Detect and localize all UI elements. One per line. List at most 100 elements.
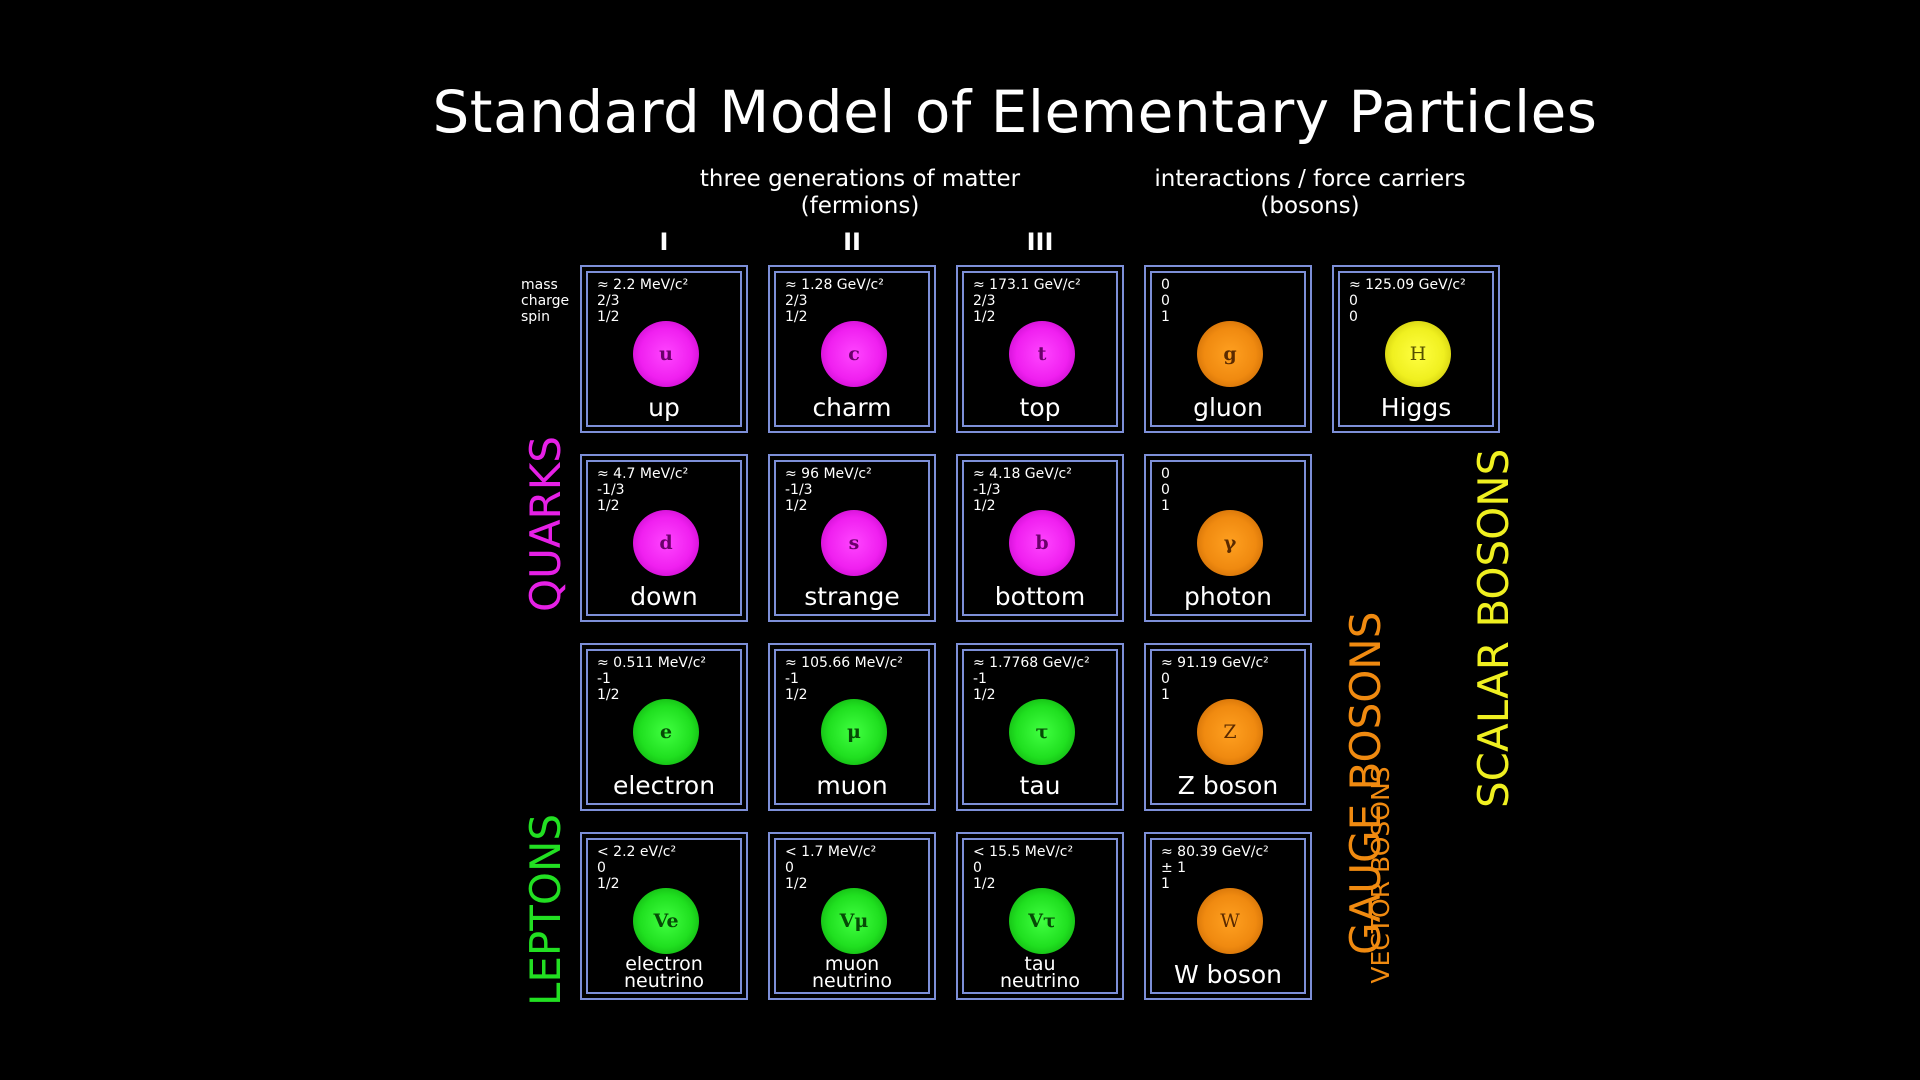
fermions-header-line2: (fermions) bbox=[800, 193, 920, 219]
particle-symbol: g bbox=[1197, 321, 1263, 387]
particle-symbol: Vμ bbox=[821, 888, 887, 954]
charge-value: 0 bbox=[1161, 482, 1170, 498]
fermions-header: three generations of matter (fermions) bbox=[660, 166, 1060, 220]
charge-value: -1 bbox=[973, 671, 987, 687]
particle-properties: ≈ 1.7768 GeV/c² -1 1/2 bbox=[973, 655, 1090, 703]
particle-cell-electron-neutrino: < 2.2 eV/c² 0 1/2 Ve electron neutrino bbox=[580, 832, 748, 1000]
charge-value: 0 bbox=[1161, 671, 1170, 687]
particle-properties: ≈ 105.66 MeV/c² -1 1/2 bbox=[785, 655, 903, 703]
particle-name: W boson bbox=[1174, 960, 1282, 989]
mass-value: ≈ 96 MeV/c² bbox=[785, 466, 872, 482]
spin-value: 1/2 bbox=[785, 876, 808, 892]
particle-cell-muon-neutrino: < 1.7 MeV/c² 0 1/2 Vμ muon neutrino bbox=[768, 832, 936, 1000]
spin-value: 1/2 bbox=[973, 687, 996, 703]
particle-cell-w-boson: ≈ 80.39 GeV/c² ± 1 1 W W boson bbox=[1144, 832, 1312, 1000]
mass-value: ≈ 125.09 GeV/c² bbox=[1349, 277, 1466, 293]
particle-name: tau bbox=[1019, 771, 1061, 800]
particle-properties: ≈ 4.7 MeV/c² -1/3 1/2 bbox=[597, 466, 688, 514]
mass-value: ≈ 1.28 GeV/c² bbox=[785, 277, 884, 293]
mass-value: ≈ 91.19 GeV/c² bbox=[1161, 655, 1269, 671]
spin-value: 1/2 bbox=[973, 876, 996, 892]
particle-properties: < 2.2 eV/c² 0 1/2 bbox=[597, 844, 676, 892]
particle-symbol: Ve bbox=[633, 888, 699, 954]
bosons-header-line2: (bosons) bbox=[1260, 193, 1360, 219]
particle-name: electron bbox=[612, 771, 716, 800]
spin-value: 1/2 bbox=[785, 309, 808, 325]
charge-value: -1 bbox=[785, 671, 799, 687]
particle-symbol: τ bbox=[1009, 699, 1075, 765]
mass-value: ≈ 105.66 MeV/c² bbox=[785, 655, 903, 671]
particle-symbol: Z bbox=[1197, 699, 1263, 765]
leptons-label: LEPTONS bbox=[521, 813, 570, 1007]
mass-value: 0 bbox=[1161, 277, 1170, 293]
particle-cell-top: ≈ 173.1 GeV/c² 2/3 1/2 t top bbox=[956, 265, 1124, 433]
charge-value: 0 bbox=[973, 860, 982, 876]
particle-cell-gluon: 0 0 1 g gluon bbox=[1144, 265, 1312, 433]
particle-properties: ≈ 125.09 GeV/c² 0 0 bbox=[1349, 277, 1466, 325]
bosons-header-line1: interactions / force carriers bbox=[1154, 166, 1466, 192]
particle-properties: ≈ 80.39 GeV/c² ± 1 1 bbox=[1161, 844, 1269, 892]
particle-cell-up: ≈ 2.2 MeV/c² 2/3 1/2 u up bbox=[580, 265, 748, 433]
spin-value: 1 bbox=[1161, 876, 1170, 892]
property-legend: mass charge spin bbox=[521, 277, 569, 325]
particle-properties: 0 0 1 bbox=[1161, 466, 1170, 514]
particle-properties: 0 0 1 bbox=[1161, 277, 1170, 325]
spin-value: 1 bbox=[1161, 687, 1170, 703]
spin-value: 1/2 bbox=[597, 876, 620, 892]
particle-symbol: b bbox=[1009, 510, 1075, 576]
particle-properties: ≈ 173.1 GeV/c² 2/3 1/2 bbox=[973, 277, 1081, 325]
particle-name-line2: neutrino bbox=[812, 970, 892, 992]
charge-value: 0 bbox=[1161, 293, 1170, 309]
vector-bosons-label: VECTOR BOSONS bbox=[1366, 766, 1395, 984]
particle-name: muon bbox=[816, 771, 888, 800]
fermions-header-line1: three generations of matter bbox=[699, 166, 1021, 192]
mass-value: ≈ 80.39 GeV/c² bbox=[1161, 844, 1269, 860]
spin-value: 1 bbox=[1161, 498, 1170, 514]
particle-properties: ≈ 96 MeV/c² -1/3 1/2 bbox=[785, 466, 872, 514]
charge-value: 0 bbox=[1349, 293, 1358, 309]
particle-name: bottom bbox=[994, 582, 1086, 611]
generation-2-label: II bbox=[843, 228, 861, 256]
particle-name: top bbox=[1019, 393, 1061, 422]
particle-name-line2: neutrino bbox=[624, 970, 704, 992]
spin-value: 1/2 bbox=[597, 309, 620, 325]
particle-name: gluon bbox=[1193, 393, 1263, 422]
legend-mass: mass bbox=[521, 277, 558, 293]
spin-value: 1/2 bbox=[597, 498, 620, 514]
charge-value: -1 bbox=[597, 671, 611, 687]
spin-value: 1/2 bbox=[973, 309, 996, 325]
particle-symbol: e bbox=[633, 699, 699, 765]
charge-value: -1/3 bbox=[973, 482, 1001, 498]
particle-cell-photon: 0 0 1 γ photon bbox=[1144, 454, 1312, 622]
particle-cell-muon: ≈ 105.66 MeV/c² -1 1/2 μ muon bbox=[768, 643, 936, 811]
particle-cell-higgs: ≈ 125.09 GeV/c² 0 0 H Higgs bbox=[1332, 265, 1500, 433]
particle-name: photon bbox=[1184, 582, 1272, 611]
mass-value: < 2.2 eV/c² bbox=[597, 844, 677, 860]
particle-properties: < 1.7 MeV/c² 0 1/2 bbox=[785, 844, 876, 892]
mass-value: ≈ 2.2 MeV/c² bbox=[597, 277, 689, 293]
spin-value: 1/2 bbox=[785, 687, 808, 703]
mass-value: ≈ 0.511 MeV/c² bbox=[597, 655, 707, 671]
particle-symbol: H bbox=[1385, 321, 1451, 387]
charge-value: ± 1 bbox=[1161, 860, 1187, 876]
quarks-label: QUARKS bbox=[521, 436, 570, 612]
particle-name: Higgs bbox=[1380, 393, 1452, 422]
spin-value: 1/2 bbox=[785, 498, 808, 514]
particle-properties: ≈ 4.18 GeV/c² -1/3 1/2 bbox=[973, 466, 1072, 514]
legend-spin: spin bbox=[521, 309, 550, 325]
generation-3-label: III bbox=[1026, 228, 1054, 256]
particle-name: muon neutrino bbox=[770, 955, 934, 992]
particle-symbol: u bbox=[633, 321, 699, 387]
particle-symbol: t bbox=[1009, 321, 1075, 387]
particle-cell-tau-neutrino: < 15.5 MeV/c² 0 1/2 Vτ tau neutrino bbox=[956, 832, 1124, 1000]
particle-cell-z-boson: ≈ 91.19 GeV/c² 0 1 Z Z boson bbox=[1144, 643, 1312, 811]
particle-cell-down: ≈ 4.7 MeV/c² -1/3 1/2 d down bbox=[580, 454, 748, 622]
particle-name-line1: electron bbox=[625, 953, 703, 975]
particle-symbol: μ bbox=[821, 699, 887, 765]
spin-value: 1 bbox=[1161, 309, 1170, 325]
particle-cell-charm: ≈ 1.28 GeV/c² 2/3 1/2 c charm bbox=[768, 265, 936, 433]
particle-symbol: d bbox=[633, 510, 699, 576]
charge-value: 0 bbox=[597, 860, 606, 876]
particle-cell-tau: ≈ 1.7768 GeV/c² -1 1/2 τ tau bbox=[956, 643, 1124, 811]
scalar-bosons-label: SCALAR BOSONS bbox=[1469, 448, 1518, 808]
